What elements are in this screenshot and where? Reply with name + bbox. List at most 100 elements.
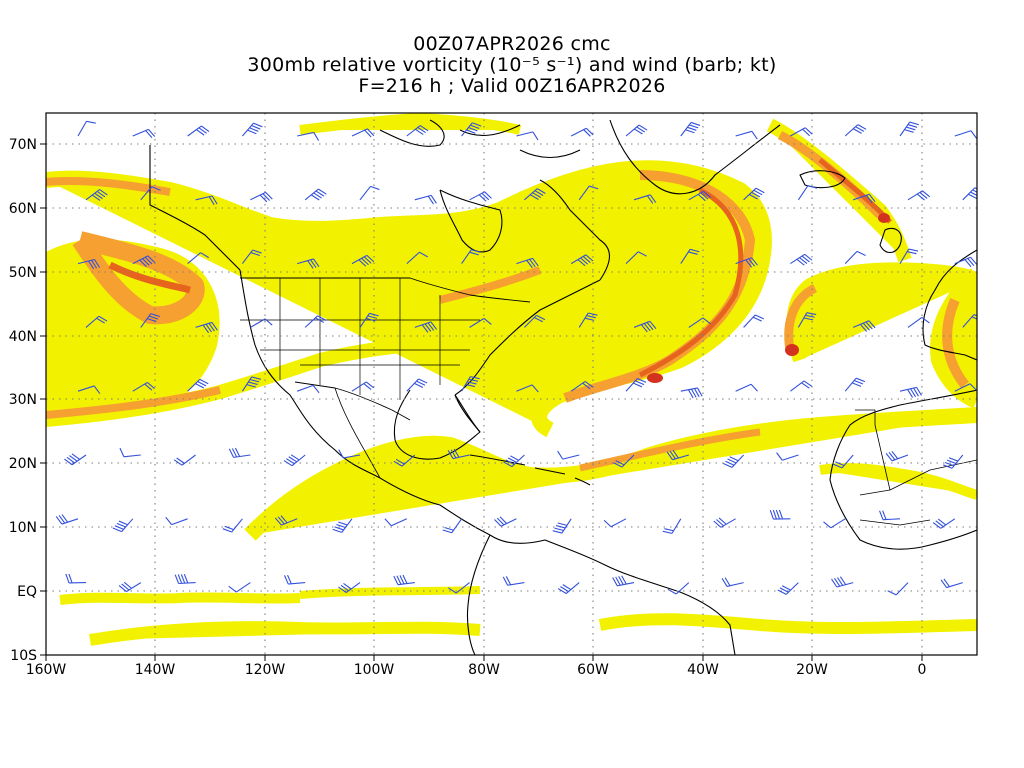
wind-barb bbox=[797, 312, 817, 328]
wind-barb bbox=[222, 518, 243, 533]
wind-barb bbox=[112, 518, 134, 533]
core-subtropical-pacific bbox=[46, 386, 221, 419]
wind-barb bbox=[187, 252, 209, 265]
wind-barb bbox=[351, 254, 375, 267]
wind-barb bbox=[469, 317, 492, 328]
wind-barb bbox=[187, 125, 210, 137]
title-line-1: 00Z07APR2026 cmc bbox=[413, 33, 611, 55]
wind-barb bbox=[393, 454, 416, 467]
wind-barb bbox=[77, 385, 101, 394]
wind-barb bbox=[304, 315, 327, 328]
wind-barb bbox=[77, 120, 96, 137]
wind-barb bbox=[633, 320, 657, 333]
border-africa bbox=[855, 409, 977, 526]
wind-barb bbox=[688, 190, 711, 202]
wind-barb bbox=[603, 518, 627, 528]
lat-label-40n: 40N bbox=[9, 329, 37, 345]
wind-barb bbox=[469, 191, 492, 202]
wind-barb bbox=[680, 121, 701, 137]
equatorial-band-2 bbox=[89, 621, 481, 646]
max-atlantic-trough bbox=[638, 187, 744, 378]
wind-barb bbox=[406, 125, 429, 137]
wind-barb bbox=[524, 314, 546, 328]
coast-hudson-bay bbox=[439, 189, 503, 253]
core-great-lakes bbox=[438, 266, 542, 304]
wind-barb bbox=[578, 312, 598, 328]
plot-frame bbox=[45, 112, 978, 656]
lat-label-30n: 30N bbox=[9, 392, 37, 408]
wind-barb bbox=[241, 249, 262, 264]
core-iberia bbox=[942, 298, 970, 389]
coast-pacific-northwest bbox=[239, 269, 381, 479]
latitude-labels: 70N 60N 50N 40N 30N 20N 10N EQ 10S bbox=[9, 137, 37, 664]
wind-barb bbox=[85, 315, 108, 328]
wind-barb bbox=[612, 575, 635, 587]
state-lines bbox=[240, 278, 480, 400]
wind-barb bbox=[625, 251, 647, 264]
wind-barb bbox=[297, 384, 320, 394]
wind-barb bbox=[570, 127, 594, 137]
wind-barb bbox=[777, 582, 799, 595]
wind-barb bbox=[338, 582, 361, 594]
wind-barb bbox=[297, 258, 320, 269]
wind-barb bbox=[954, 256, 977, 268]
wind-barb bbox=[461, 122, 482, 137]
wind-barb bbox=[887, 582, 909, 596]
wind-barb bbox=[447, 448, 470, 460]
lat-label-10s: 10S bbox=[10, 648, 37, 664]
max-vorticity-central-atlantic bbox=[647, 373, 663, 383]
wind-barb bbox=[119, 447, 141, 458]
coast-greenland bbox=[609, 119, 781, 195]
coast-canada-east bbox=[539, 179, 610, 281]
wind-barb bbox=[132, 128, 156, 139]
lon-label-0: 0 bbox=[918, 662, 927, 678]
wind-barb bbox=[954, 383, 977, 392]
lon-label-80w: 80W bbox=[468, 662, 500, 678]
wind-barb bbox=[359, 312, 379, 328]
wind-barb bbox=[85, 189, 108, 201]
coast-us-east bbox=[454, 279, 601, 396]
wind-barb bbox=[503, 454, 525, 468]
wind-barb bbox=[414, 194, 437, 205]
coast-alaska bbox=[149, 145, 241, 271]
wind-barb bbox=[77, 258, 101, 270]
lon-label-20w: 20W bbox=[796, 662, 828, 678]
wind-barb bbox=[557, 582, 580, 594]
lat-label-70n: 70N bbox=[9, 137, 37, 153]
wind-barb bbox=[502, 576, 525, 586]
wind-barb bbox=[797, 185, 818, 201]
wind-barb bbox=[461, 376, 480, 392]
wind-barb bbox=[195, 195, 218, 206]
max-vorticity-iceland bbox=[878, 213, 890, 223]
wind-barb bbox=[688, 317, 711, 328]
wind-barb bbox=[899, 386, 922, 398]
wind-barb bbox=[524, 188, 546, 201]
wind-barb bbox=[907, 316, 930, 328]
wind-barb bbox=[351, 128, 375, 138]
max-vorticity-azores bbox=[785, 344, 799, 356]
wind-barb bbox=[613, 454, 635, 468]
wind-barb bbox=[442, 518, 463, 534]
wind-barb bbox=[954, 130, 977, 139]
wind-barb bbox=[844, 377, 866, 392]
wind-barb bbox=[721, 577, 744, 587]
core-pacific-ridge bbox=[72, 231, 205, 325]
wind-barb bbox=[304, 188, 327, 201]
max-pacific-ridge bbox=[108, 261, 191, 294]
wind-barb bbox=[769, 509, 791, 520]
vorticity-shading bbox=[46, 113, 977, 646]
border-mexico bbox=[334, 387, 381, 479]
coast-africa bbox=[829, 389, 977, 550]
wind-barb bbox=[962, 314, 977, 328]
wind-barb bbox=[187, 378, 209, 392]
wind-barb bbox=[633, 194, 657, 204]
wind-barb bbox=[790, 253, 813, 266]
coast-south-america bbox=[489, 534, 736, 655]
lat-label-50n: 50N bbox=[9, 265, 37, 281]
wind-barb bbox=[241, 376, 261, 392]
wind-barb bbox=[844, 124, 867, 137]
wind-barb bbox=[283, 454, 306, 467]
wind-barb bbox=[250, 191, 273, 203]
wind-barb bbox=[406, 378, 428, 392]
